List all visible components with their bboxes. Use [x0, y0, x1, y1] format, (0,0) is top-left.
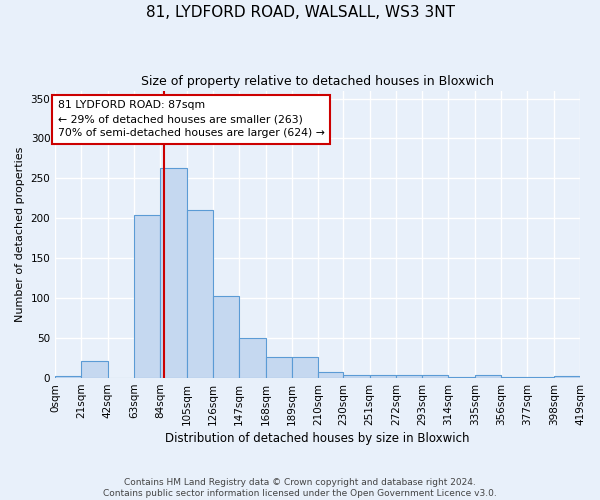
- Bar: [396, 375, 422, 378]
- Bar: [554, 376, 580, 378]
- Y-axis label: Number of detached properties: Number of detached properties: [15, 146, 25, 322]
- Bar: [370, 375, 396, 378]
- Bar: [343, 375, 370, 378]
- Text: Contains HM Land Registry data © Crown copyright and database right 2024.
Contai: Contains HM Land Registry data © Crown c…: [103, 478, 497, 498]
- Text: 81 LYDFORD ROAD: 87sqm
← 29% of detached houses are smaller (263)
70% of semi-de: 81 LYDFORD ROAD: 87sqm ← 29% of detached…: [58, 100, 325, 138]
- Bar: [475, 375, 501, 378]
- Bar: [187, 210, 213, 378]
- Bar: [292, 356, 318, 378]
- Text: 81, LYDFORD ROAD, WALSALL, WS3 3NT: 81, LYDFORD ROAD, WALSALL, WS3 3NT: [146, 5, 455, 20]
- Bar: [160, 168, 187, 378]
- Bar: [239, 338, 266, 378]
- Bar: [318, 372, 343, 378]
- Bar: [134, 215, 160, 378]
- X-axis label: Distribution of detached houses by size in Bloxwich: Distribution of detached houses by size …: [166, 432, 470, 445]
- Bar: [213, 296, 239, 378]
- Bar: [266, 356, 292, 378]
- Bar: [82, 362, 108, 378]
- Bar: [422, 375, 448, 378]
- Bar: [55, 376, 82, 378]
- Title: Size of property relative to detached houses in Bloxwich: Size of property relative to detached ho…: [141, 75, 494, 88]
